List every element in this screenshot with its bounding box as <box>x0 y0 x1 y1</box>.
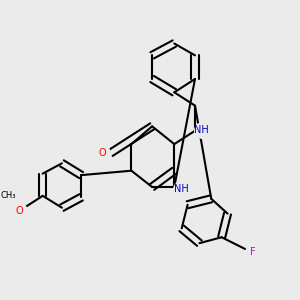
Text: NH: NH <box>174 184 188 194</box>
Text: O: O <box>98 148 106 158</box>
Text: F: F <box>250 247 256 257</box>
Text: NH: NH <box>194 125 209 135</box>
Text: CH₃: CH₃ <box>0 191 16 200</box>
Text: O: O <box>15 206 23 216</box>
